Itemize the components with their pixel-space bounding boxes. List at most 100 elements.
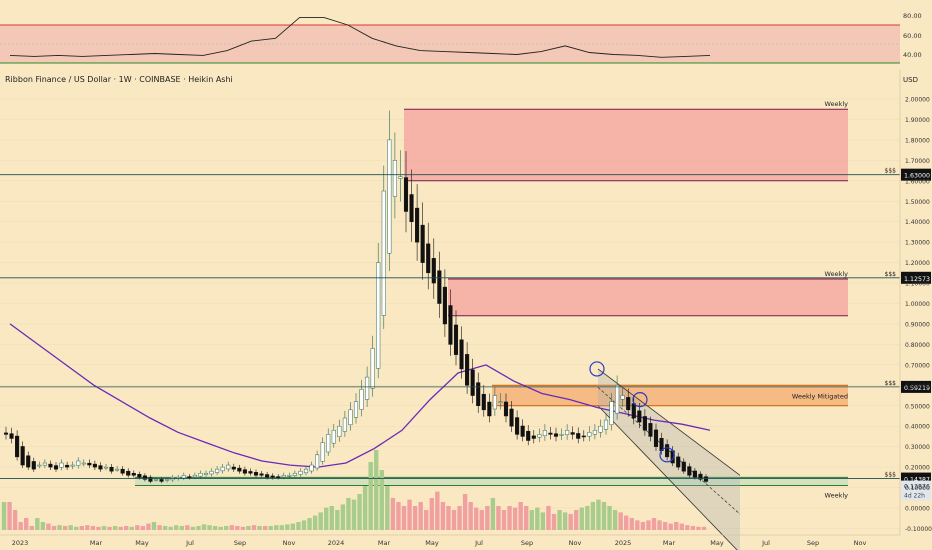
- y-tick-label: 1.60000: [905, 178, 930, 185]
- circle-marker: [589, 361, 605, 377]
- volume-bar: [457, 506, 462, 530]
- volume-bar: [174, 525, 179, 530]
- volume-bar: [646, 520, 651, 530]
- candle-body: [209, 470, 214, 475]
- volume-bar: [685, 525, 690, 530]
- candle-body: [292, 472, 297, 476]
- y-tick-label: 1.50000: [905, 199, 930, 206]
- y-tick-label: 0.00000: [905, 506, 930, 513]
- candle-body: [520, 425, 525, 437]
- candle-body: [487, 401, 492, 417]
- candle-body: [259, 473, 264, 476]
- candle-body: [342, 417, 347, 432]
- volume-bar: [657, 520, 662, 530]
- candle-body: [76, 460, 81, 466]
- candle-body: [98, 465, 103, 470]
- candle-body: [398, 176, 403, 179]
- candle-body: [137, 474, 142, 478]
- y-tick-label: -0.10000: [905, 526, 932, 533]
- volume-bar: [446, 506, 451, 530]
- volume-bar: [496, 506, 501, 530]
- candle-body: [231, 466, 236, 470]
- candle-body: [598, 425, 603, 433]
- volume-bar: [146, 523, 151, 530]
- volume-bar: [129, 526, 134, 530]
- volume-bar: [112, 526, 118, 530]
- candle-body: [565, 430, 570, 435]
- candle-body: [609, 401, 614, 425]
- candle-body: [592, 430, 597, 435]
- candle-body: [537, 434, 542, 438]
- volume-bar: [318, 512, 323, 530]
- candle-body: [53, 465, 59, 470]
- zone-box: [404, 109, 848, 181]
- candle-body: [559, 434, 564, 436]
- price-levels: $$$ 1.63000 $$$ 1.12573 $$$ 0.59219 $$$ 0.14387…: [0, 168, 931, 501]
- candle-body: [226, 464, 231, 470]
- supply-demand-zones: Weekly Weekly Weekly Mitigated Weekly: [135, 100, 848, 500]
- candle-body: [242, 469, 247, 474]
- volume-bar: [212, 526, 218, 530]
- candle-body: [9, 433, 14, 439]
- volume-bar: [285, 524, 290, 530]
- volume-bar: [374, 450, 379, 530]
- volume-bar: [101, 526, 107, 530]
- volume-bar: [535, 507, 540, 530]
- zone-box: [492, 385, 848, 406]
- current-price-badge: [901, 480, 931, 501]
- volume-bar: [7, 502, 12, 530]
- volume-bar: [24, 518, 29, 530]
- candle-body: [42, 462, 47, 466]
- volume-bar: [612, 510, 618, 530]
- price-axis[interactable]: 2.00000 1.90000 1.80000 1.70000 1.60000 1.500…: [899, 70, 932, 535]
- volume-bar: [135, 525, 140, 530]
- volume-bar: [162, 526, 168, 530]
- volume-bar: [201, 524, 207, 530]
- volume-bar: [229, 525, 234, 530]
- circle-marker: [659, 447, 675, 463]
- volume-bar: [307, 518, 312, 530]
- y-tick-label: 0.40000: [905, 424, 930, 431]
- candle-body: [198, 472, 203, 477]
- candle-body: [392, 160, 397, 197]
- candle-body: [187, 476, 192, 478]
- candle-body: [587, 432, 592, 437]
- x-tick-label: Jul: [474, 539, 483, 547]
- volume-bar: [68, 525, 73, 530]
- ma-line: [9, 323, 711, 468]
- candle-body: [203, 472, 209, 475]
- x-tick-label: Nov: [569, 539, 582, 547]
- candle-body: [315, 454, 320, 469]
- volume-bar: [124, 526, 129, 530]
- volume-bar: [562, 512, 568, 530]
- volume-bar: [18, 522, 23, 530]
- candle-body: [331, 430, 336, 444]
- candle-body: [115, 468, 120, 471]
- volume-bar: [140, 526, 146, 530]
- price-level-tag: $$$: [885, 472, 897, 479]
- price-level-badge: [901, 168, 931, 181]
- candle-body: [92, 463, 97, 468]
- volume-bar: [196, 526, 201, 530]
- volume-bar: [679, 523, 684, 530]
- candle-body: [20, 446, 25, 466]
- candle-body: [409, 194, 414, 222]
- x-tick-label: May: [135, 539, 149, 547]
- candle-body: [287, 475, 292, 477]
- candle-body: [276, 476, 281, 478]
- volume-bar: [590, 502, 596, 530]
- rsi-line: [9, 16, 711, 58]
- volume-bar: [29, 526, 34, 530]
- volume-bar: [462, 494, 468, 530]
- candle-body: [503, 401, 509, 417]
- candle-body: [698, 473, 703, 480]
- volume-bar: [579, 507, 584, 530]
- x-tick-label: Nov: [854, 539, 867, 547]
- volume-bar: [151, 522, 157, 530]
- zone-box: [135, 477, 848, 486]
- time-axis[interactable]: 2023 Mar May Jul Sep Nov 2024 Mar May Jul Sep Nov 20…: [0, 534, 900, 547]
- volume-bar: [451, 510, 457, 530]
- volume-bar: [279, 525, 284, 530]
- candle-body: [542, 430, 547, 437]
